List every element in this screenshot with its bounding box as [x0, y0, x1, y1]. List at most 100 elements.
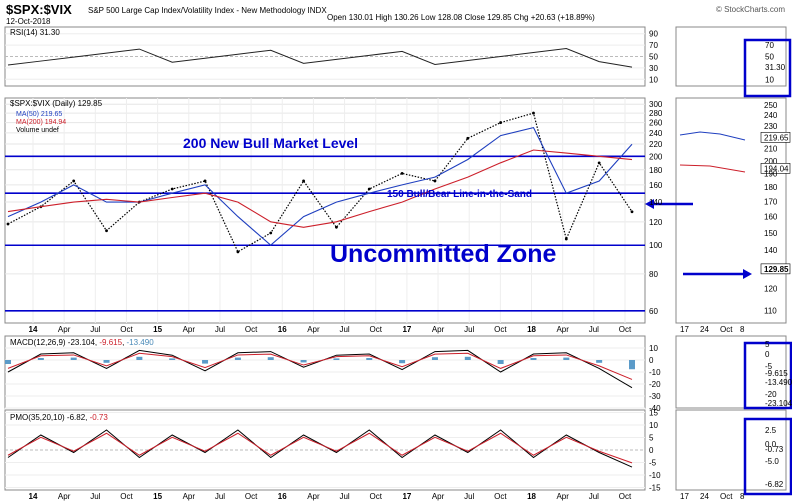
- side-pmo-y-tick: 0.0: [765, 440, 777, 449]
- side-macd-panel: [675, 335, 787, 409]
- quote-line: Open 130.01 High 130.26 Low 128.08 Close…: [327, 13, 595, 22]
- x-tick-bottom: Oct: [619, 492, 632, 501]
- macd-hist-bar: [136, 356, 143, 360]
- main-y-tick: 300: [649, 100, 663, 109]
- side-macd-y-tick: -9.615: [765, 369, 788, 378]
- x-tick: Oct: [245, 325, 258, 334]
- side-macd-y-tick: -23.104: [765, 399, 792, 408]
- macd-hist-bar: [202, 360, 209, 364]
- side-ma50-line: [679, 131, 746, 141]
- side-main-y-tick: 190: [764, 170, 778, 179]
- ma50-legend: MA(50) 219.65: [16, 111, 62, 118]
- side-main-y-tick: 194.04: [764, 164, 789, 173]
- main-label: $SPX:$VIX (Daily) 129.85: [10, 99, 103, 108]
- side-main-y-tick: 230: [764, 122, 778, 131]
- x-tick-bottom: 18: [527, 492, 536, 501]
- side-macd-y-tick: 0: [765, 350, 770, 359]
- side-rsi-y-tick: 10: [765, 75, 774, 84]
- macd-label: MACD(12,26,9) -23.104, -9.615, -13.490: [10, 338, 154, 347]
- main-y-tick: 140: [649, 198, 663, 207]
- x-tick: Apr: [183, 325, 196, 334]
- x-tick-bottom: Apr: [307, 492, 320, 501]
- side-x-tick-bottom: 8: [740, 492, 745, 501]
- chart-description: S&P 500 Large Cap Index/Volatility Index…: [88, 6, 327, 15]
- x-tick-bottom: Jul: [215, 492, 225, 501]
- series-line-1: [7, 126, 633, 246]
- x-tick-bottom: Apr: [556, 492, 569, 501]
- pmo-label: PMO(35,20,10) -6.82, -0.73: [10, 413, 108, 422]
- main-y-tick: 120: [649, 218, 663, 227]
- x-tick: Jul: [90, 325, 100, 334]
- side-main-y-tick: 120: [764, 285, 778, 294]
- volume-legend: Volume undef: [16, 127, 59, 134]
- price-point: [170, 187, 174, 191]
- side-macd-y-tick: -20: [765, 390, 777, 399]
- highlight-rsi: [743, 38, 792, 98]
- x-tick-bottom: Apr: [432, 492, 445, 501]
- price-point: [433, 179, 437, 183]
- macd-hist-bar: [5, 360, 11, 364]
- macd-hist-bar: [234, 357, 241, 360]
- main-y-tick: 160: [649, 181, 663, 190]
- price-point: [335, 225, 338, 229]
- pmo-y-tick: 10: [649, 421, 658, 430]
- side-main-y-tick: 129.85: [764, 265, 789, 274]
- main-y-tick: 180: [649, 166, 663, 175]
- x-tick: Apr: [58, 325, 71, 334]
- side-x-tick-bottom: Oct: [720, 492, 733, 501]
- macd-y-tick: 10: [649, 344, 658, 353]
- main-y-tick: 260: [649, 119, 663, 128]
- price-point: [6, 222, 10, 226]
- side-rsi-y-tick: 50: [765, 53, 774, 62]
- macd-y-tick: 0: [649, 356, 654, 365]
- x-tick: Apr: [556, 325, 569, 334]
- side-main-y-tick: 150: [764, 229, 778, 238]
- macd-hist-bar: [103, 360, 110, 363]
- macd-hist-bar: [267, 357, 274, 360]
- x-tick: 16: [278, 325, 287, 334]
- x-tick: Jul: [339, 325, 349, 334]
- main-y-tick: 100: [649, 241, 663, 250]
- price-point: [400, 172, 404, 175]
- side-main-y-tick: 170: [764, 197, 778, 206]
- highlight-macd: [743, 341, 792, 410]
- x-tick: Apr: [432, 325, 445, 334]
- rsi-line: [7, 48, 633, 68]
- x-tick: Oct: [120, 325, 133, 334]
- x-tick-bottom: Jul: [464, 492, 474, 501]
- price-point: [532, 111, 535, 115]
- side-pmo-panel: [675, 409, 787, 491]
- price-point: [105, 229, 108, 233]
- x-tick: Jul: [215, 325, 225, 334]
- x-tick: Oct: [370, 325, 383, 334]
- side-x-tick: 8: [740, 325, 745, 334]
- x-tick-bottom: Apr: [58, 492, 71, 501]
- side-macd-y-tick: -13.490: [765, 378, 792, 387]
- side-main-y-tick: 110: [764, 306, 777, 315]
- pmo-y-tick: 15: [649, 409, 658, 418]
- price-point: [630, 210, 634, 214]
- macd-hist-bar: [37, 358, 44, 360]
- series-line-0: [7, 112, 633, 253]
- macd-hist-bar: [629, 360, 635, 370]
- side-rsi-y-tick: 31.30: [765, 63, 786, 72]
- side-pmo-y-tick: -6.82: [765, 480, 784, 489]
- side-main-y-tick: 140: [764, 246, 778, 255]
- price-point: [367, 187, 371, 191]
- tick-labels: 3002802602402202001801601401201008060141…: [29, 30, 792, 501]
- price-point: [564, 237, 568, 241]
- main-y-tick: 280: [649, 109, 663, 118]
- macd-y-tick: -30: [649, 392, 661, 401]
- x-tick-bottom: Oct: [494, 492, 507, 501]
- side-main-y-tick: 210: [764, 145, 778, 154]
- macd-hist-bar: [399, 360, 406, 364]
- macd-hist-bar: [333, 358, 340, 360]
- x-tick: 18: [527, 325, 536, 334]
- side-pmo-y-tick: 2.5: [765, 426, 777, 435]
- x-tick-bottom: 14: [29, 492, 38, 501]
- macd-hist-bar: [497, 360, 504, 364]
- side-x-tick: 17: [680, 325, 689, 334]
- x-tick: Jul: [464, 325, 474, 334]
- side-x-tick: 24: [700, 325, 709, 334]
- price-point: [269, 231, 273, 235]
